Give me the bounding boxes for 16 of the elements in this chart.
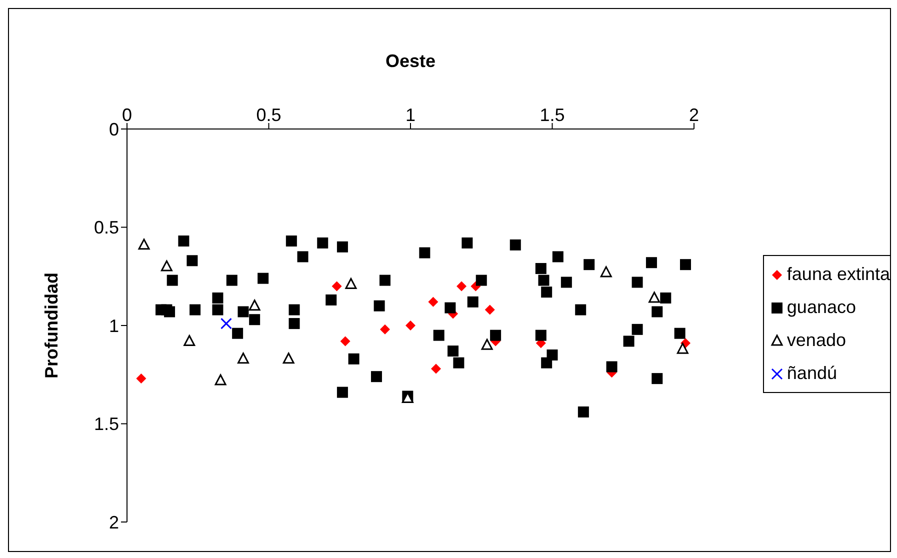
y-tick-label: 0 [108, 119, 119, 140]
legend-label: fauna extinta [786, 263, 890, 286]
legend-label: guanaco [786, 296, 857, 319]
y-tick-label: 0.5 [94, 218, 119, 238]
y-tick-label: 1 [108, 316, 119, 336]
y-axis-title: Profundidad [41, 272, 62, 378]
legend-label: venado [786, 329, 847, 352]
y-tick-label: 2 [108, 512, 119, 532]
legend-label: ñandú [786, 362, 838, 385]
x-axis-title: Oeste [385, 50, 436, 71]
x-tick-label: 2 [688, 105, 700, 125]
x-tick-label: 0.5 [256, 105, 282, 125]
x-tick-label: 0 [122, 105, 132, 125]
x-tick-label: 1.5 [540, 105, 565, 125]
y-tick-label: 1.5 [94, 414, 119, 434]
x-tick-label: 1 [405, 105, 416, 125]
